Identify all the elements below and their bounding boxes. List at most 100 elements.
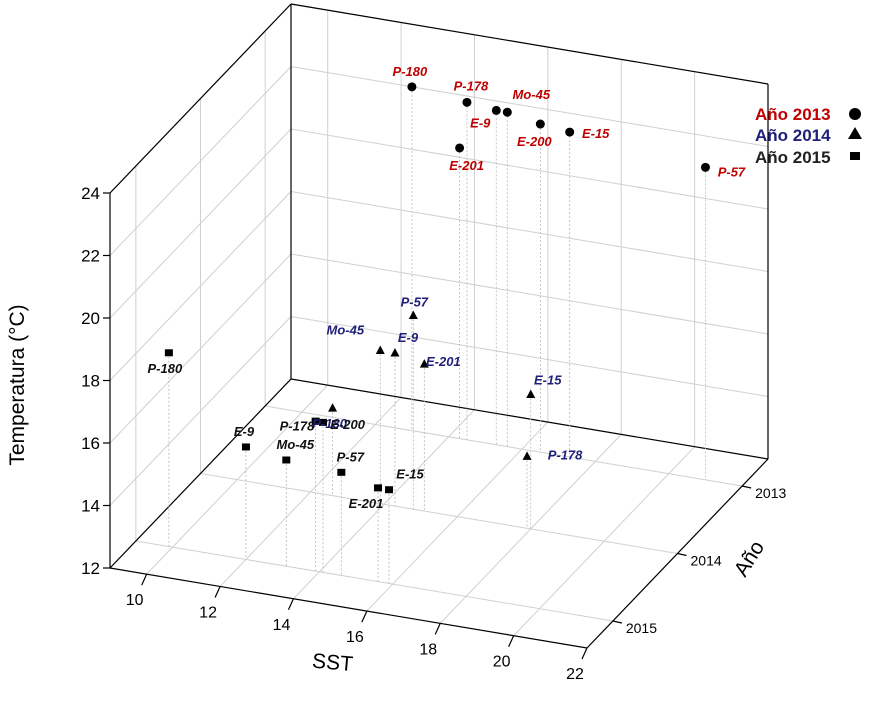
point-marker-2013-E-201: [455, 143, 465, 153]
point-marker-2015-E-200: [311, 417, 320, 425]
point-label-2015-E-9: E-9: [234, 424, 255, 439]
y-axis-label: Temperatura (°C): [6, 304, 29, 465]
point-label-2014-E-201: E-201: [426, 354, 461, 369]
point-marker-2015-P-178: [318, 418, 327, 426]
back-wall-grid-line: [290, 191, 769, 272]
back-wall-grid-line: [290, 128, 769, 210]
back-wall-grid-line: [290, 253, 769, 335]
x-tick-label: 22: [566, 666, 584, 683]
z-tick-mark: [677, 552, 687, 557]
axis-box-edge: [290, 378, 769, 460]
point-marker-2013-P-57: [700, 162, 710, 172]
point-marker-2014-E-201: [419, 359, 429, 368]
point-marker-2014-P-180: [328, 403, 338, 412]
z-axis-label: Año: [730, 537, 769, 581]
drop-line-layer: [168, 86, 706, 584]
y-tick-label: 24: [81, 184, 100, 203]
point-label-2013-P-57: P-57: [718, 164, 746, 179]
point-marker-2014-E-9: [390, 347, 400, 357]
x-tick-label: 18: [419, 641, 437, 658]
point-label-2014-E-15: E-15: [534, 373, 562, 388]
x-axis-label: SST: [311, 650, 354, 676]
point-marker-2013-E-9: [491, 105, 501, 115]
point-marker-2013-E-200: [535, 119, 545, 129]
point-label-2013-E-9: E-9: [470, 115, 491, 130]
floor-grid-line: [200, 473, 678, 554]
axis-box-edge: [109, 3, 292, 194]
point-label-2014-E-9: E-9: [398, 330, 419, 345]
legend-label-2015: Año 2015: [755, 148, 831, 167]
y-tick-label: 16: [81, 434, 100, 453]
point-marker-2013-E-15: [565, 127, 575, 137]
floor-grid-line: [265, 405, 743, 487]
point-marker-2014-P-57: [408, 310, 418, 319]
point-marker-2015-P-180: [164, 349, 173, 357]
z-tick-label: 2013: [755, 485, 786, 501]
point-label-2015-P-178: P-178: [280, 418, 315, 433]
z-tick-mark: [742, 485, 752, 489]
point-marker-2013-P-180: [407, 82, 417, 92]
x-tick-mark: [508, 635, 515, 647]
point-label-2014-P-180: P-180: [312, 416, 347, 431]
marker-layer: [164, 82, 710, 494]
point-marker-2013-Mo-45: [502, 107, 512, 117]
point-marker-2015-E-15: [385, 486, 394, 494]
legend-marker-circle: [849, 108, 861, 120]
point-label-2013-E-15: E-15: [582, 126, 610, 141]
legend-label-2013: Año 2013: [755, 105, 831, 124]
point-marker-2013-P-178: [462, 97, 472, 107]
point-marker-2015-P-57: [337, 468, 346, 476]
point-marker-2014-Mo-45: [375, 345, 385, 355]
z-tick-label: 2015: [626, 620, 657, 636]
point-label-2014-P-178: P-178: [548, 447, 583, 462]
point-label-2015-Mo-45: Mo-45: [277, 437, 315, 452]
x-tick-mark: [434, 623, 441, 635]
x-tick-mark: [581, 647, 588, 660]
point-marker-2014-P-178: [522, 451, 532, 460]
axis-box-edge: [109, 567, 588, 649]
back-wall-grid-line: [290, 316, 769, 397]
point-marker-2014-E-15: [526, 389, 536, 399]
point-label-2014-P-57: P-57: [401, 294, 429, 309]
z-tick-mark: [612, 620, 622, 624]
point-label-2013-P-178: P-178: [454, 78, 489, 93]
axis-box-edge: [290, 3, 769, 85]
point-label-2013-E-201: E-201: [449, 158, 484, 173]
point-label-2013-E-200: E-200: [517, 134, 552, 149]
point-label-layer: P-180P-178E-9Mo-45E-200E-15P-57E-201P-57…: [148, 64, 746, 511]
point-marker-2015-Mo-45: [282, 456, 291, 464]
x-tick-label: 10: [126, 592, 144, 609]
y-tick-label: 20: [81, 309, 100, 328]
axis-box-edge: [109, 378, 292, 569]
legend-marker-square: [850, 152, 860, 160]
legend-label-2014: Año 2014: [755, 126, 831, 145]
z-tick-label: 2014: [691, 553, 722, 569]
grid-layer: [109, 3, 769, 649]
legend: Año 2013 Año 2014 Año 2015: [755, 105, 862, 167]
point-label-2013-Mo-45: Mo-45: [513, 87, 551, 102]
x-tick-label: 14: [273, 617, 291, 634]
y-tick-label: 14: [81, 497, 100, 516]
point-label-2014-Mo-45: Mo-45: [327, 323, 365, 338]
point-marker-2015-E-9: [241, 443, 250, 451]
y-tick-label: 18: [81, 372, 100, 391]
point-label-2015-E-200: E-200: [330, 417, 365, 432]
x-tick-mark: [287, 598, 295, 611]
point-label-2015-P-180: P-180: [148, 361, 183, 376]
y-tick-label: 22: [81, 247, 100, 266]
y-tick-label: 12: [81, 559, 100, 578]
point-marker-2015-E-201: [374, 484, 383, 492]
point-label-2015-E-201: E-201: [349, 496, 384, 511]
point-label-2015-P-57: P-57: [337, 449, 365, 464]
back-wall-grid-line: [290, 66, 769, 147]
point-label-2013-P-180: P-180: [393, 64, 428, 79]
tick-label-layer: 10 12 14 16 18 20 22 12 14 16 18 20 22 24 2013 2014 2015: [81, 184, 786, 683]
x-tick-mark: [141, 573, 148, 586]
x-tick-label: 12: [199, 604, 217, 621]
x-tick-mark: [361, 610, 368, 623]
point-label-2015-E-15: E-15: [396, 467, 424, 482]
x-tick-label: 16: [346, 629, 364, 646]
x-tick-label: 20: [493, 654, 511, 671]
legend-marker-triangle: [848, 127, 862, 139]
